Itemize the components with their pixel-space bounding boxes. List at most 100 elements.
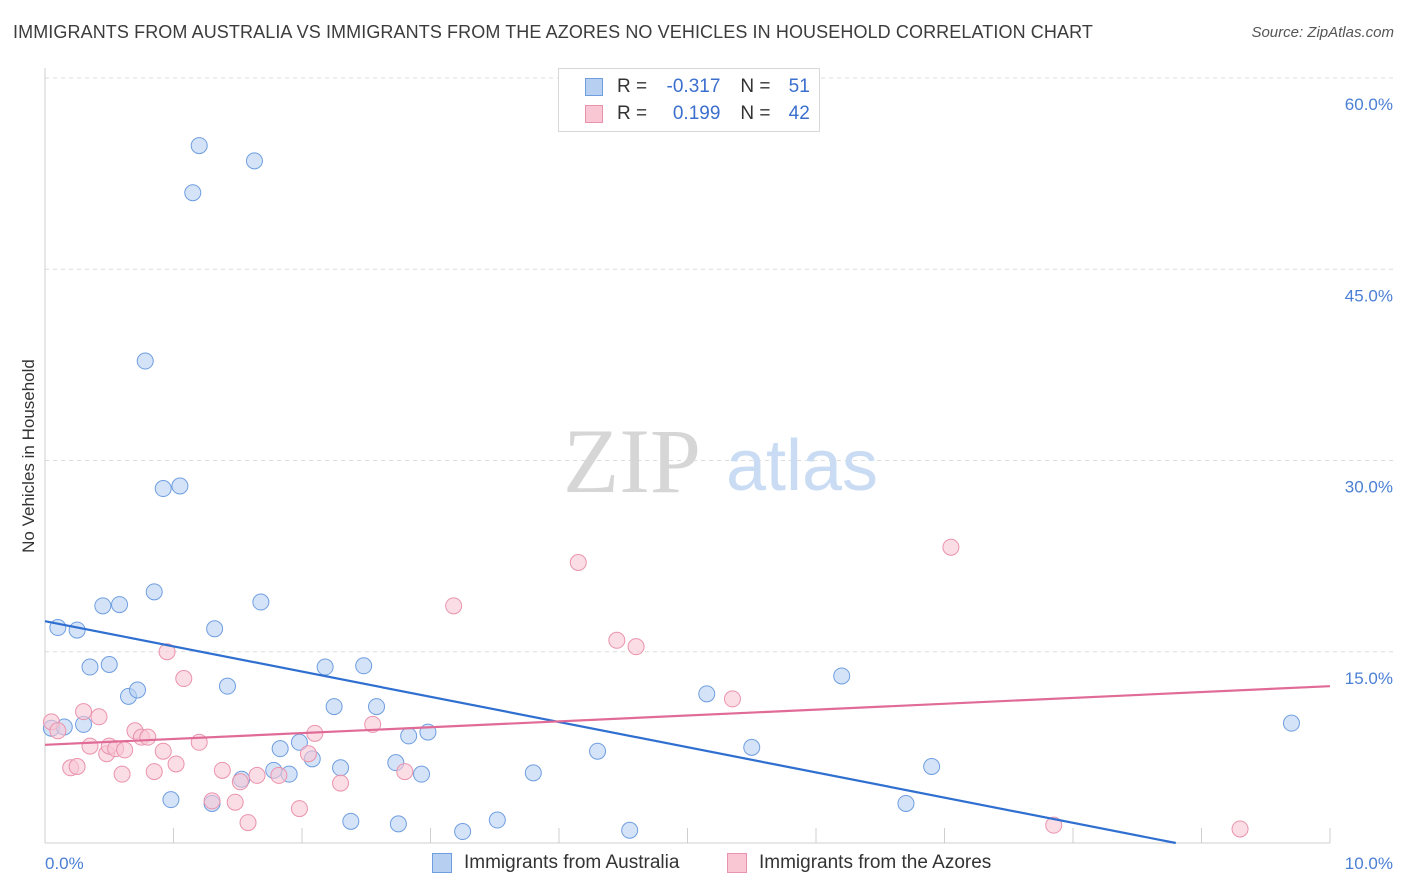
- australia-point: [252, 593, 270, 611]
- data-points: [42, 137, 1300, 841]
- azores-point: [81, 737, 99, 755]
- australia-point: [325, 698, 343, 716]
- azores-point: [175, 670, 193, 688]
- australia-point: [81, 658, 99, 676]
- azores-point: [116, 741, 134, 759]
- azores-point: [1231, 820, 1249, 838]
- legend-n-value: 51: [788, 76, 810, 97]
- australia-point: [136, 352, 154, 370]
- australia-point: [342, 812, 360, 830]
- australia-point: [145, 583, 163, 601]
- australia-point: [184, 184, 202, 202]
- x-tick-label: 10.0%: [1345, 854, 1393, 873]
- azores-point: [226, 793, 244, 811]
- legend-n-value: 42: [788, 103, 810, 124]
- bottom-legend-swatch-blue: [432, 853, 452, 873]
- australia-point: [413, 765, 431, 783]
- y-axis-label: No Vehicles in Household: [19, 359, 38, 553]
- australia-point: [355, 657, 373, 675]
- axes: [44, 68, 1331, 844]
- legend-swatch-pink: [585, 105, 603, 123]
- watermark-atlas: atlas: [726, 426, 878, 506]
- australia-point: [129, 681, 147, 699]
- x-tick-label: 0.0%: [45, 854, 84, 873]
- legend-row-azores: R = 0.199 N = 42: [585, 102, 810, 126]
- australia-point: [923, 758, 941, 775]
- australia-trend-line: [44, 620, 1177, 845]
- legend-r-value: 0.199: [672, 103, 721, 124]
- azores-point: [239, 814, 257, 832]
- australia-point: [68, 621, 86, 639]
- legend-n-label: N =: [740, 103, 771, 124]
- australia-point: [100, 656, 118, 673]
- azores-point: [299, 745, 317, 763]
- correlation-legend: R = -0.317 N = 51 R = 0.199 N = 42: [558, 68, 820, 132]
- azores-point: [90, 708, 108, 726]
- bottom-legend-australia: Immigrants from Australia: [432, 852, 679, 874]
- azores-point: [248, 766, 266, 784]
- legend-r-label: R =: [617, 76, 648, 97]
- azores-point: [154, 742, 172, 760]
- azores-point: [49, 722, 67, 740]
- australia-point: [488, 811, 506, 829]
- azores-point: [569, 554, 587, 571]
- y-tick-label: 60.0%: [1345, 95, 1393, 114]
- australia-point: [218, 677, 236, 695]
- x-tick-labels: 0.0% 10.0%: [45, 854, 1393, 873]
- australia-point: [454, 823, 472, 841]
- azores-point: [1045, 816, 1063, 834]
- azores-point: [68, 758, 86, 775]
- azores-point: [213, 761, 231, 779]
- legend-r-label: R =: [617, 103, 648, 124]
- azores-point: [270, 766, 288, 784]
- australia-point: [698, 685, 716, 703]
- azores-point: [332, 774, 350, 792]
- azores-point: [396, 763, 414, 781]
- australia-point: [111, 596, 129, 614]
- legend-row-australia: R = -0.317 N = 51: [585, 75, 810, 99]
- watermark-zip: ZIP: [563, 410, 701, 512]
- australia-point: [206, 620, 224, 638]
- chart-source: Source: ZipAtlas.com: [1251, 24, 1394, 41]
- bottom-legend-label: Immigrants from Australia: [464, 852, 680, 873]
- azores-point: [158, 643, 176, 661]
- australia-point: [524, 764, 542, 782]
- australia-point: [897, 794, 915, 812]
- y-tick-label: 45.0%: [1345, 286, 1393, 305]
- australia-point: [94, 597, 112, 615]
- australia-point: [589, 742, 607, 760]
- australia-point: [171, 477, 189, 495]
- azores-trend-line: [44, 685, 1331, 746]
- azores-point: [942, 538, 960, 556]
- australia-point: [743, 738, 761, 756]
- bottom-legend-label: Immigrants from the Azores: [759, 852, 992, 873]
- azores-point: [231, 773, 249, 791]
- australia-point: [621, 821, 639, 839]
- azores-point: [139, 728, 157, 746]
- australia-point: [154, 480, 172, 498]
- australia-point: [316, 658, 334, 676]
- trend-lines: [44, 620, 1331, 845]
- y-tick-label: 30.0%: [1345, 478, 1393, 497]
- australia-point: [162, 791, 180, 809]
- australia-point: [368, 698, 386, 716]
- australia-point: [271, 740, 289, 758]
- azores-point: [445, 597, 463, 615]
- azores-point: [75, 703, 93, 721]
- bottom-legend-swatch-pink: [727, 853, 747, 873]
- azores-point: [203, 792, 221, 810]
- azores-point: [608, 631, 626, 649]
- azores-point: [167, 755, 185, 773]
- australia-point: [332, 759, 350, 777]
- legend-r-value: -0.317: [666, 76, 721, 97]
- y-tick-labels: 15.0% 30.0% 45.0% 60.0%: [1345, 95, 1393, 688]
- azores-point: [723, 690, 741, 708]
- azores-point: [113, 765, 131, 783]
- australia-point: [245, 152, 263, 170]
- legend-n-label: N =: [740, 76, 771, 97]
- australia-point: [389, 815, 407, 833]
- australia-point: [190, 137, 208, 155]
- azores-point: [145, 763, 163, 781]
- legend-swatch-blue: [585, 78, 603, 96]
